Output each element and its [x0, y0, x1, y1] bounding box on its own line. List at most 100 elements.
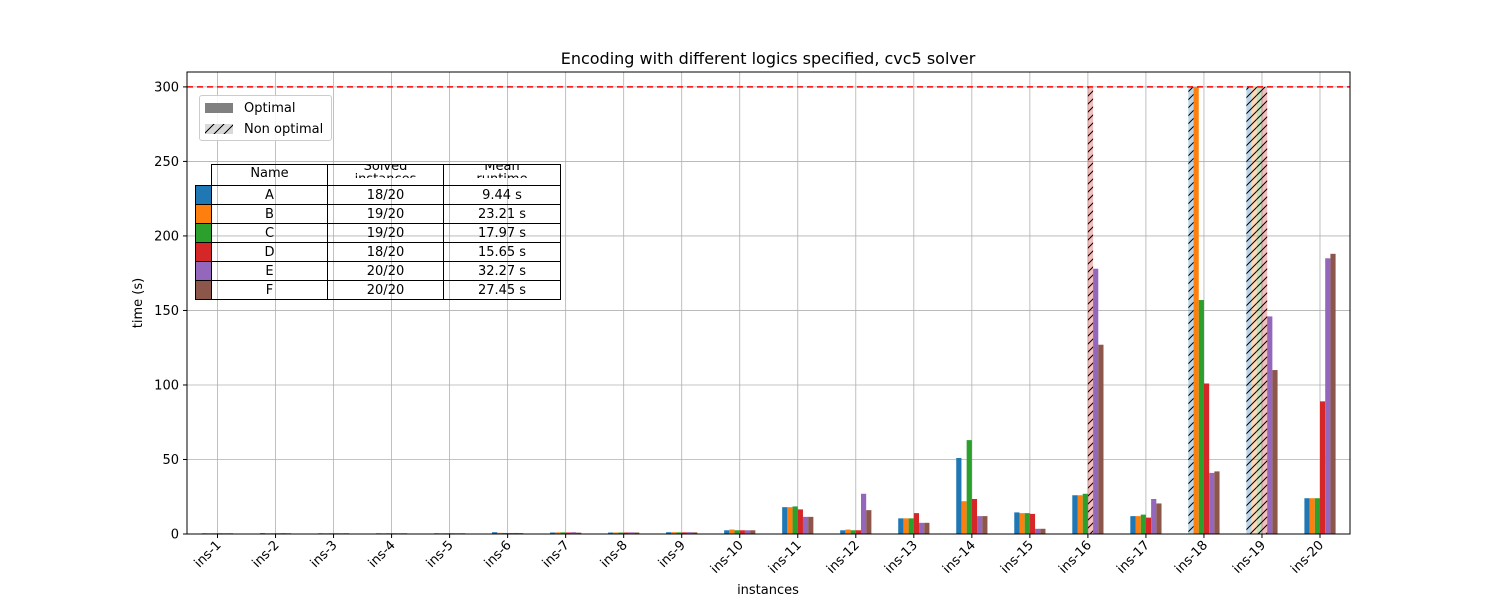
bar-A-ins-14 [956, 457, 962, 534]
bar-F-ins-16 [1098, 344, 1104, 534]
bar-F-ins-20 [1330, 253, 1336, 535]
grid [187, 72, 1350, 535]
summary-header-row: Name Solved instances Mean runtime [196, 164, 561, 186]
bar-E-ins-14 [977, 516, 983, 534]
bar-F-ins-7 [576, 532, 582, 534]
bar-E-ins-11 [802, 516, 809, 534]
bar-E-ins-16 [1093, 268, 1099, 534]
bar-B-ins-15 [1019, 513, 1025, 534]
y-tick-label: 250 [154, 155, 179, 170]
x-tick-label: ins-14 [940, 538, 979, 577]
row-mean: 32.27 s [443, 261, 561, 281]
bar-F-ins-12 [866, 510, 872, 534]
bar-F-ins-15 [1040, 528, 1046, 534]
bar-E-ins-15 [1035, 528, 1041, 534]
summary-row: A 18/20 9.44 s [195, 185, 561, 205]
x-tick-label: ins-13 [882, 538, 921, 577]
series-color-swatch [195, 242, 212, 262]
row-solved: 18/20 [327, 242, 444, 262]
bar-F-ins-18 [1214, 471, 1220, 534]
y-tick-label: 100 [154, 378, 179, 393]
legend: Optimal Non optimal [199, 95, 332, 141]
x-tick-label: ins-17 [1114, 538, 1153, 577]
bar-C-ins-13 [908, 518, 914, 534]
bar-F-ins-11 [808, 516, 814, 534]
x-tick-label: ins-9 [656, 538, 689, 571]
x-tick-label: ins-7 [540, 538, 573, 571]
legend-optimal-label: Optimal [244, 100, 296, 116]
bar-A-ins-8 [608, 532, 614, 534]
optimal-swatch [205, 103, 233, 113]
row-solved: 20/20 [327, 280, 444, 300]
bar-B-ins-10 [729, 529, 735, 534]
chart-title: Encoding with different logics specified… [561, 49, 976, 68]
x-axis: ins-1 ins-2 ins-3 ins-4 ins-5 ins-6 ins-7 ins-8… [192, 534, 1327, 577]
bar-B-ins-9 [671, 532, 677, 534]
non-optimal-hatch [1087, 86, 1094, 534]
y-tick-label: 0 [171, 528, 179, 543]
bar-E-ins-20 [1325, 258, 1331, 534]
x-tick-label: ins-10 [708, 538, 747, 577]
header-name: Name [211, 164, 328, 186]
series-color-swatch [195, 204, 212, 224]
header-solved: Solved instances [327, 164, 444, 186]
x-tick-label: ins-8 [598, 538, 631, 571]
row-name: F [211, 280, 328, 300]
x-tick-label: ins-20 [1288, 538, 1327, 577]
bar-B-ins-8 [613, 532, 619, 534]
row-solved: 19/20 [327, 223, 444, 243]
bar-A-ins-15 [1014, 512, 1020, 534]
bar-C-ins-18 [1198, 300, 1204, 534]
x-tick-label: ins-12 [824, 538, 863, 577]
bar-C-ins-11 [792, 506, 798, 534]
bar-C-ins-7 [560, 532, 566, 534]
bar-E-ins-8 [628, 532, 635, 534]
non-optimal-hatch [1261, 86, 1268, 534]
x-tick-label: ins-2 [250, 538, 283, 571]
bar-D-ins-17 [1145, 517, 1152, 534]
bar-B-ins-12 [845, 529, 851, 534]
bar-D-ins-18 [1203, 383, 1210, 534]
x-tick-label: ins-11 [766, 538, 805, 577]
x-tick-label: ins-3 [308, 538, 341, 571]
y-tick-label: 300 [154, 80, 179, 95]
bar-B-ins-18 [1193, 86, 1199, 534]
summary-table: Name Solved instances Mean runtime A18/2… [195, 164, 561, 300]
x-tick-label: ins-4 [366, 538, 399, 571]
bar-A-ins-9 [666, 532, 672, 534]
bar-A-ins-16 [1072, 495, 1078, 534]
bar-D-ins-14 [971, 498, 978, 534]
row-name: C [211, 223, 328, 243]
bar-C-ins-17 [1140, 514, 1146, 534]
bar-A-ins-11 [782, 507, 788, 534]
bar-E-ins-12 [860, 493, 867, 534]
bar-B-ins-7 [555, 532, 561, 534]
y-tick-label: 50 [162, 453, 179, 468]
series-color-swatch [195, 280, 212, 300]
bar-C-ins-15 [1024, 513, 1030, 534]
legend-item-non-optimal: Non optimal [205, 122, 323, 137]
header-mean: Mean runtime [443, 164, 561, 186]
bar-C-ins-20 [1314, 498, 1320, 534]
series-color-swatch [195, 185, 212, 205]
bar-E-ins-7 [570, 532, 577, 534]
x-axis-label: instances [737, 583, 799, 598]
bar-E-ins-6 [512, 532, 519, 534]
row-name: D [211, 242, 328, 262]
bar-F-ins-13 [924, 522, 930, 534]
x-tick-label: ins-5 [424, 538, 457, 571]
bar-F-ins-19 [1272, 370, 1278, 534]
non-optimal-swatch [205, 124, 233, 134]
bar-A-ins-13 [898, 518, 904, 534]
bar-D-ins-11 [797, 509, 803, 534]
x-tick-label: ins-16 [1056, 538, 1095, 577]
bar-C-ins-8 [618, 532, 624, 534]
bar-B-ins-17 [1135, 516, 1141, 534]
bar-D-ins-15 [1029, 513, 1036, 534]
bar-F-ins-9 [692, 532, 698, 534]
bar-A-ins-10 [724, 530, 730, 534]
non-optimal-hatch [1246, 86, 1252, 534]
x-tick-label: ins-19 [1230, 538, 1269, 577]
bar-E-ins-17 [1151, 498, 1157, 534]
